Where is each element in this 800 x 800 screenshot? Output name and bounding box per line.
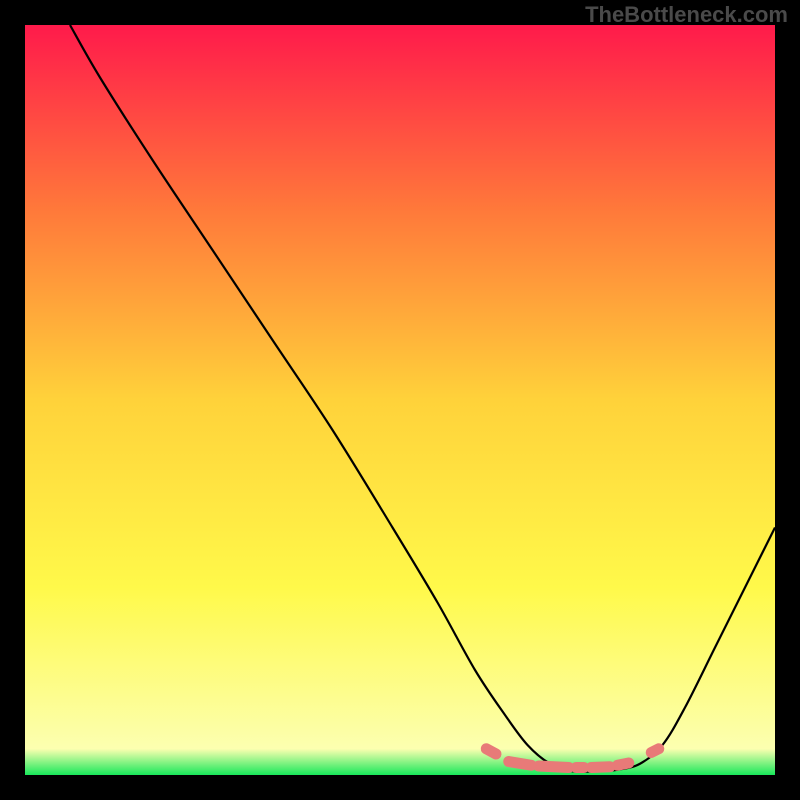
attribution-text: TheBottleneck.com xyxy=(585,2,788,28)
plot-area xyxy=(25,25,775,775)
chart-frame: TheBottleneck.com xyxy=(0,0,800,800)
